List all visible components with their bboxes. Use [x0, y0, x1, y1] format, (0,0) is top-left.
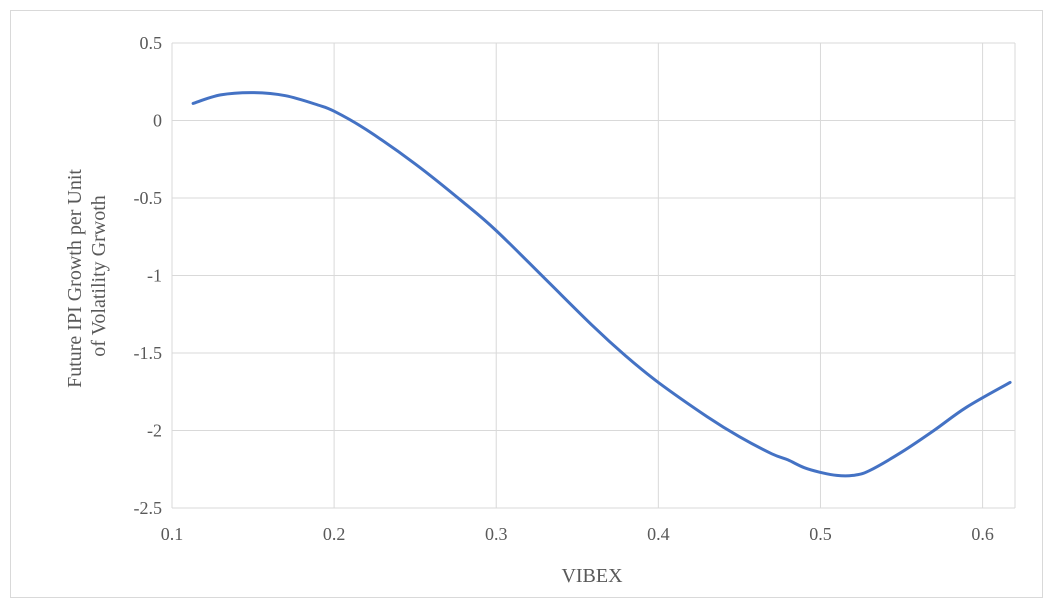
chart-frame — [10, 10, 1043, 598]
gridlines — [171, 42, 1016, 509]
y-axis-title: Future IPI Growth per Unit of Volatility… — [64, 164, 110, 388]
x-tick-label: 0.4 — [647, 524, 670, 544]
y-tick-label: -1.5 — [134, 343, 163, 363]
x-tick-label: 0.1 — [161, 524, 184, 544]
y-tick-label: -0.5 — [134, 188, 163, 208]
x-tick-label: 0.5 — [809, 524, 832, 544]
x-tick-label: 0.3 — [485, 524, 508, 544]
x-tick-label: 0.6 — [971, 524, 994, 544]
y-tick-label: -2.5 — [134, 498, 163, 518]
series-layer — [191, 91, 1012, 478]
series-line — [191, 91, 1012, 478]
tick-labels: 0.1 0.2 0.3 0.4 0.5 0.6 0.5 0 -0.5 -1 -1.5 -2 -2.5 — [134, 33, 994, 544]
y-tick-label: 0 — [153, 111, 162, 131]
x-axis-title: VIBEX — [561, 565, 623, 587]
x-tick-label: 0.2 — [323, 524, 346, 544]
y-axis-title-line-2: of Volatility Grwoth — [88, 195, 110, 356]
y-tick-label: 0.5 — [140, 33, 163, 53]
y-tick-label: -1 — [147, 266, 162, 286]
y-axis-title-line-1: Future IPI Growth per Unit — [64, 169, 86, 388]
y-tick-label: -2 — [147, 421, 162, 441]
